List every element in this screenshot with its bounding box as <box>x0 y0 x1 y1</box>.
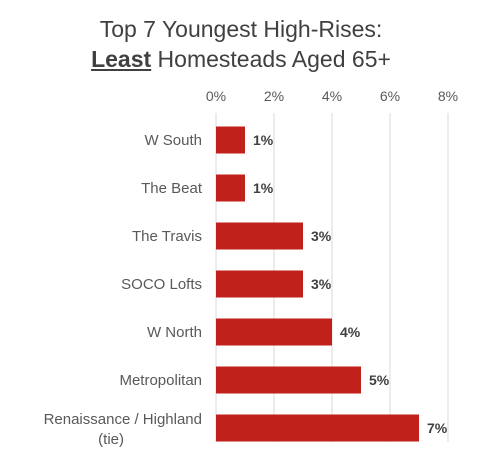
bar <box>216 414 419 442</box>
data-label: 1% <box>253 180 274 196</box>
bars <box>216 126 419 442</box>
data-label: 3% <box>311 228 332 244</box>
x-tick-label: 8% <box>438 88 458 104</box>
bar <box>216 318 332 346</box>
data-labels: 1% 1% 3% 3% 4% 5% 7% <box>253 132 448 436</box>
data-label: 5% <box>369 372 390 388</box>
category-label: W South <box>144 132 202 149</box>
bar <box>216 222 303 250</box>
chart-title-rest: Homesteads Aged 65+ <box>151 46 391 72</box>
bar <box>216 126 245 154</box>
x-axis-ticks: 0% 2% 4% 6% 8% <box>206 88 458 104</box>
category-label: SOCO Lofts <box>121 276 202 293</box>
data-label: 1% <box>253 132 274 148</box>
category-label: Renaissance / Highland (tie) <box>44 411 202 448</box>
chart-title-emphasis: Least <box>91 46 152 72</box>
category-label: W North <box>147 324 202 341</box>
bar <box>216 366 361 394</box>
data-label: 7% <box>427 420 448 436</box>
bar <box>216 270 303 298</box>
category-label: Metropolitan <box>119 372 202 389</box>
chart-title-line-2: Least Homesteads Aged 65+ <box>0 44 482 74</box>
x-tick-label: 0% <box>206 88 226 104</box>
x-tick-label: 4% <box>322 88 342 104</box>
x-tick-label: 2% <box>264 88 284 104</box>
bar <box>216 174 245 202</box>
category-label: The Beat <box>141 180 203 197</box>
category-labels: W South The Beat The Travis SOCO Lofts W Nor… <box>44 132 203 448</box>
data-label: 3% <box>311 276 332 292</box>
chart-title-line-1: Top 7 Youngest High-Rises: <box>99 16 383 42</box>
data-label: 4% <box>340 324 361 340</box>
x-tick-label: 6% <box>380 88 400 104</box>
category-label: The Travis <box>132 228 202 245</box>
